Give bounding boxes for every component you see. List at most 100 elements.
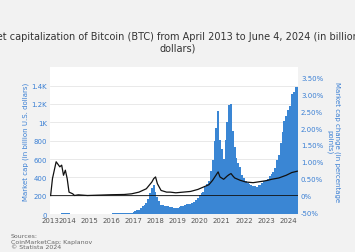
Bar [234,148,236,214]
Bar [260,185,261,214]
Bar [197,198,199,214]
Bar [147,199,149,214]
Text: Sources:
CoinMarketCap; Kaplanov
© Statista 2024: Sources: CoinMarketCap; Kaplanov © Stati… [11,233,92,249]
Bar [274,168,276,214]
Bar [239,168,241,214]
Bar [271,175,272,214]
Bar [208,181,210,214]
Bar [206,184,208,214]
Bar [123,213,125,214]
Bar [125,213,127,214]
Bar [62,213,64,214]
Bar [190,204,191,214]
Bar [131,213,132,214]
Bar [138,210,140,214]
Bar [118,213,120,214]
Bar [160,205,162,214]
Bar [278,156,280,214]
Bar [261,183,263,214]
Bar [204,187,206,214]
Bar [202,192,204,214]
Bar [66,213,68,214]
Bar [258,185,260,214]
Bar [236,158,237,214]
Bar [252,187,254,214]
Bar [293,92,295,214]
Bar [157,197,158,214]
Bar [225,140,226,214]
Bar [116,213,118,214]
Bar [168,206,169,214]
Bar [162,205,164,214]
Bar [142,207,143,214]
Bar [129,213,131,214]
Bar [199,195,201,214]
Bar [186,205,188,214]
Bar [247,184,248,214]
Bar [177,208,179,214]
Bar [188,204,190,214]
Bar [280,144,282,214]
Bar [164,206,166,214]
Bar [132,212,135,214]
Bar [256,187,258,214]
Bar [221,149,223,214]
Text: Market capitalization of Bitcoin (BTC) from April 2013 to June 4, 2024 (in billi: Market capitalization of Bitcoin (BTC) f… [0,32,355,53]
Bar [193,202,195,214]
Bar [269,176,271,214]
Bar [61,213,62,214]
Bar [217,111,219,214]
Bar [175,208,177,214]
Bar [143,205,146,214]
Bar [219,141,221,214]
Bar [169,207,171,214]
Bar [289,106,291,214]
Bar [250,185,252,214]
Bar [179,207,180,214]
Bar [287,111,289,214]
Bar [184,206,186,214]
Bar [223,159,225,214]
Bar [285,117,287,214]
Bar [263,182,265,214]
Bar [248,184,250,214]
Bar [226,123,228,214]
Bar [120,213,121,214]
Bar [213,142,215,214]
Bar [232,131,234,214]
Bar [173,208,175,214]
Bar [215,128,217,214]
Bar [135,211,136,214]
Bar [210,171,212,214]
Bar [121,213,123,214]
Bar [166,206,168,214]
Bar [151,188,153,214]
Bar [191,203,193,214]
Y-axis label: Market cap change (in percentage
points): Market cap change (in percentage points) [326,81,340,201]
Bar [230,104,232,214]
Bar [195,200,197,214]
Bar [158,201,160,214]
Bar [171,208,173,214]
Bar [272,173,274,214]
Bar [284,122,285,214]
Bar [153,185,155,214]
Bar [228,105,230,214]
Bar [245,182,247,214]
Bar [276,160,278,214]
Bar [155,192,157,214]
Bar [140,208,142,214]
Bar [241,175,243,214]
Bar [296,88,298,214]
Bar [267,179,269,214]
Bar [282,133,284,214]
Bar [127,213,129,214]
Bar [182,206,184,214]
Bar [295,88,296,214]
Bar [136,210,138,214]
Bar [237,164,239,214]
Bar [201,193,202,214]
Bar [146,203,147,214]
Bar [254,187,256,214]
Bar [265,181,267,214]
